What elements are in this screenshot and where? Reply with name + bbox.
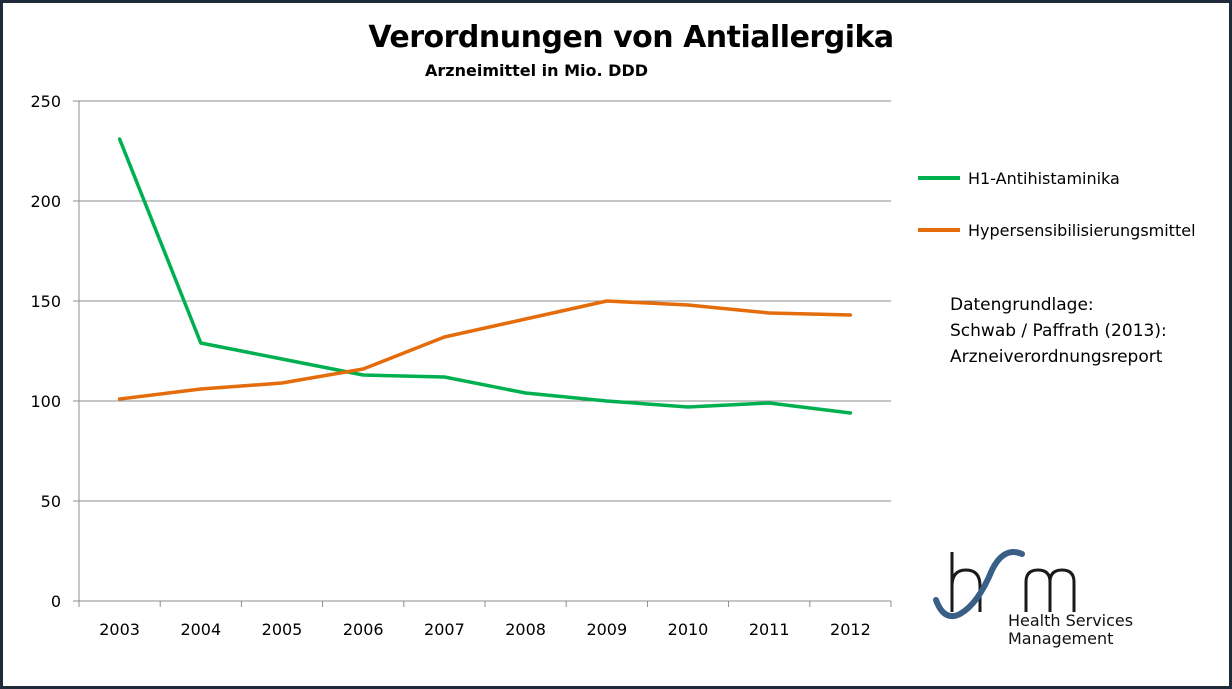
x-tick-label: 2012: [830, 620, 871, 639]
legend-label-h1: H1-Antihistaminika: [968, 168, 1120, 188]
y-tick-label: 0: [51, 592, 61, 611]
legend-swatch-hypersens: [918, 228, 960, 232]
x-tick-label: 2004: [180, 620, 221, 639]
logo-text-line2: Management: [1008, 629, 1114, 648]
x-tick-label: 2010: [668, 620, 709, 639]
x-tick-label: 2008: [505, 620, 546, 639]
x-tick-label: 2009: [586, 620, 627, 639]
source-line: Arzneiverordnungsreport: [950, 347, 1163, 367]
logo-text: Health Services Management: [1008, 612, 1133, 648]
logo-text-line1: Health Services: [1008, 611, 1134, 630]
logo-swoosh-mark: [933, 549, 1025, 620]
y-tick-label: 150: [30, 292, 61, 311]
y-tick-label: 200: [30, 192, 61, 211]
source-line: Datengrundlage:: [950, 295, 1094, 315]
source-note: Datengrundlage: Schwab / Paffrath (2013)…: [950, 292, 1167, 370]
legend-label-hypersens: Hypersensibilisierungsmittel: [968, 220, 1196, 240]
y-tick-label: 250: [30, 92, 61, 111]
x-tick-label: 2011: [749, 620, 790, 639]
legend-item-h1: H1-Antihistaminika: [918, 166, 1120, 190]
x-tick-label: 2005: [262, 620, 303, 639]
x-tick-label: 2007: [424, 620, 465, 639]
y-tick-label: 50: [41, 492, 61, 511]
x-tick-label: 2003: [99, 620, 140, 639]
logo-h-mark: [950, 552, 982, 612]
source-line: Schwab / Paffrath (2013):: [950, 321, 1167, 341]
hsm-logo: [933, 549, 1076, 620]
legend-swatch-h1: [918, 176, 960, 180]
series-line-hypersensibilisierungsmittel: [117, 299, 853, 401]
chart-title: Verordnungen von Antiallergika: [368, 20, 894, 55]
y-tick-label: 100: [30, 392, 61, 411]
chart-subtitle: Arzneimittel in Mio. DDD: [425, 61, 649, 80]
x-tick-label: 2006: [343, 620, 384, 639]
logo-m-mark: [1024, 568, 1076, 612]
legend-item-hypersens: Hypersensibilisierungsmittel: [918, 218, 1196, 242]
series-line-h1-antihistaminika: [117, 137, 853, 415]
